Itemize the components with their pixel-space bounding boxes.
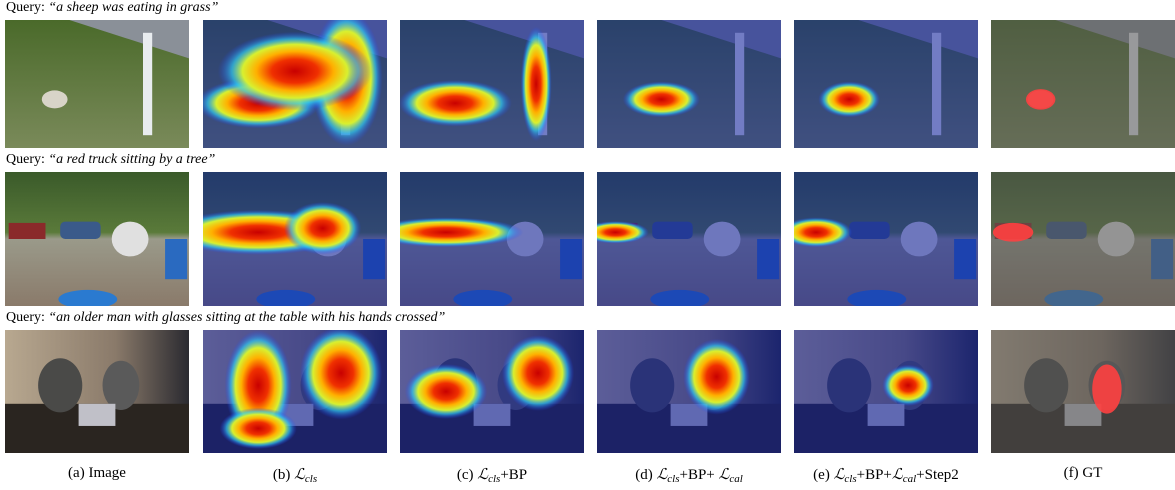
image-panel — [991, 20, 1175, 148]
heatmap-blob — [405, 364, 487, 419]
image-panels — [0, 0, 1175, 490]
image-panel — [597, 330, 781, 453]
caption: (f) GT — [989, 465, 1175, 482]
scene-horse — [112, 222, 149, 257]
image-panel — [780, 172, 978, 309]
caption: (e) ℒcls+BP+ℒcal+Step2 — [792, 465, 980, 485]
heatmap-blob — [882, 365, 934, 406]
caption: (c) ℒcls+BP — [398, 465, 586, 485]
math-subscript: cal — [729, 473, 742, 485]
heatmap-blob — [220, 408, 297, 449]
heatmap-blob — [521, 27, 552, 142]
image-panel — [5, 330, 189, 453]
query-text: “a red truck sitting by a tree” — [48, 152, 215, 167]
math-subscript: cal — [903, 473, 916, 485]
query-text: “a sheep was eating in grass” — [48, 0, 218, 15]
math-subscript: cls — [844, 473, 856, 485]
caption-text: (d) — [635, 467, 656, 483]
heatmap-tint — [794, 20, 978, 148]
gt-mask — [1092, 364, 1121, 413]
gt-mask — [993, 223, 1033, 242]
query: Query: “a red truck sitting by a tree” — [6, 152, 215, 168]
heatmap-blob — [284, 202, 361, 255]
caption: (a) Image — [3, 465, 191, 482]
heatmap-blob — [582, 221, 649, 244]
heatmap-blob — [780, 217, 852, 247]
scene-person — [103, 361, 140, 410]
image-panel — [794, 330, 978, 453]
scene-barrel — [58, 290, 117, 309]
figure: Query: “a sheep was eating in grass”Quer… — [0, 0, 1175, 490]
query-label: Query: — [6, 310, 45, 325]
gt-mask — [1026, 89, 1055, 109]
heatmap-blob — [300, 327, 382, 420]
scene-car — [60, 222, 100, 239]
caption: (b) ℒcls — [201, 465, 389, 485]
math-subscript: cls — [488, 473, 500, 485]
image-panel — [582, 172, 781, 309]
math-symbol: ℒ — [477, 467, 488, 483]
caption-text: (a) Image — [68, 465, 126, 481]
caption-text: (b) — [273, 467, 294, 483]
image-panel — [196, 10, 387, 148]
scene-person — [38, 358, 82, 412]
query: Query: “a sheep was eating in grass” — [6, 0, 218, 16]
scene-barrel — [165, 239, 187, 279]
image-panel — [991, 172, 1175, 309]
math-subscript: cls — [667, 473, 679, 485]
caption: (d) ℒcls+BP+ ℒcal — [595, 465, 783, 485]
scene-truck — [9, 223, 46, 239]
image-panel — [400, 330, 584, 453]
image-panel — [5, 20, 189, 148]
caption-text: (e) — [813, 467, 833, 483]
heatmap-blob — [369, 217, 524, 247]
gt-tint — [991, 20, 1175, 148]
caption-text: +BP — [500, 467, 527, 483]
heatmap-blob — [502, 335, 574, 411]
image-panel — [165, 172, 387, 309]
query: Query: “an older man with glasses sittin… — [6, 310, 445, 326]
image-panel — [794, 20, 978, 148]
math-subscript: cls — [305, 473, 317, 485]
scene-board — [79, 404, 116, 426]
image-panel — [5, 172, 189, 309]
image-panel — [597, 20, 781, 148]
image-panel — [991, 330, 1175, 453]
image-panel — [399, 20, 584, 148]
math-symbol: ℒ — [892, 467, 903, 483]
caption-text: +BP+ — [680, 467, 719, 483]
query-label: Query: — [6, 152, 45, 167]
caption-text: +Step2 — [916, 467, 959, 483]
query-label: Query: — [6, 0, 45, 15]
heatmap-tint — [597, 20, 781, 148]
heatmap-blob — [623, 81, 700, 117]
gt-tint — [991, 330, 1175, 453]
heatmap-blob — [818, 81, 880, 117]
math-symbol: ℒ — [719, 467, 730, 483]
scene-waterfall — [143, 33, 152, 135]
scene-sheep — [42, 90, 68, 108]
query-text: “an older man with glasses sitting at th… — [48, 310, 445, 325]
heatmap-blob — [399, 80, 512, 127]
heatmap-blob — [218, 32, 373, 111]
caption-text: +BP+ — [857, 467, 892, 483]
math-symbol: ℒ — [656, 467, 667, 483]
math-symbol: ℒ — [834, 467, 845, 483]
image-panel — [203, 327, 387, 453]
caption-text: (f) GT — [1064, 465, 1103, 481]
caption-text: (c) — [457, 467, 477, 483]
heatmap-blob — [683, 339, 750, 415]
math-symbol: ℒ — [294, 467, 305, 483]
image-panel — [369, 172, 584, 309]
